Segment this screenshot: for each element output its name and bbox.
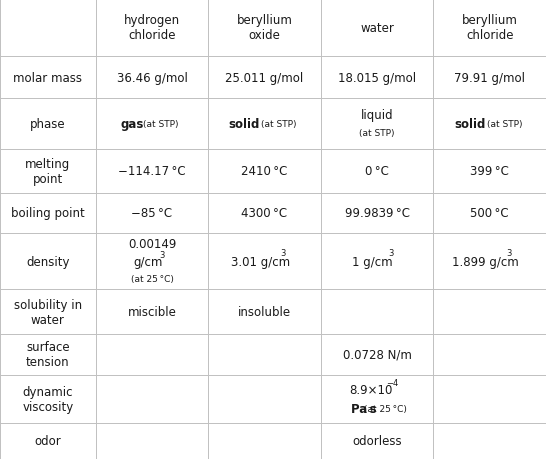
Text: beryllium
chloride: beryllium chloride [462, 14, 518, 42]
Text: (at STP): (at STP) [359, 129, 395, 138]
Text: insoluble: insoluble [238, 305, 291, 319]
Text: solid: solid [0, 458, 1, 459]
Text: 399 °C: 399 °C [470, 165, 509, 178]
Text: liquid: liquid [361, 109, 394, 122]
Text: 3.01 g/cm: 3.01 g/cm [230, 255, 290, 268]
Text: 36.46 g/mol: 36.46 g/mol [116, 72, 187, 84]
Text: density: density [26, 255, 69, 268]
Text: 3: 3 [507, 248, 512, 257]
Text: 99.9839 °C: 99.9839 °C [345, 207, 410, 220]
Text: miscible: miscible [128, 305, 176, 319]
Text: −85 °C: −85 °C [132, 207, 173, 220]
Text: 3: 3 [280, 248, 286, 257]
Text: beryllium
oxide: beryllium oxide [236, 14, 293, 42]
Text: 500 °C: 500 °C [471, 207, 509, 220]
Text: (at 25 °C): (at 25 °C) [130, 274, 174, 283]
Text: (at STP): (at STP) [144, 120, 179, 129]
Text: 25.011 g/mol: 25.011 g/mol [225, 72, 304, 84]
Text: solubility in
water: solubility in water [14, 298, 82, 326]
Text: g/cm: g/cm [134, 255, 163, 268]
Text: 18.015 g/mol: 18.015 g/mol [338, 72, 416, 84]
Text: 1 g/cm: 1 g/cm [352, 255, 393, 268]
Text: 4300 °C: 4300 °C [241, 207, 288, 220]
Text: 1.899 g/cm: 1.899 g/cm [452, 255, 519, 268]
Text: odor: odor [34, 435, 61, 448]
Text: 0 °C: 0 °C [365, 165, 389, 178]
Text: 8.9×10: 8.9×10 [349, 383, 392, 396]
Text: gas: gas [120, 118, 144, 131]
Text: 2410 °C: 2410 °C [241, 165, 288, 178]
Text: dynamic
viscosity: dynamic viscosity [22, 385, 74, 413]
Text: boiling point: boiling point [11, 207, 85, 220]
Text: surface
tension: surface tension [26, 341, 70, 369]
Text: 0.0728 N/m: 0.0728 N/m [343, 348, 412, 361]
Text: melting
point: melting point [25, 157, 70, 185]
Text: Pa s: Pa s [351, 402, 376, 415]
Text: −4: −4 [386, 378, 398, 387]
Text: 79.91 g/mol: 79.91 g/mol [454, 72, 525, 84]
Text: water: water [360, 22, 394, 35]
Text: (at STP): (at STP) [262, 120, 297, 129]
Text: −114.17 °C: −114.17 °C [118, 165, 186, 178]
Text: 0.00149: 0.00149 [128, 238, 176, 251]
Text: (at 25 °C): (at 25 °C) [364, 404, 407, 413]
Text: solid: solid [229, 118, 260, 131]
Text: odorless: odorless [352, 435, 402, 448]
Text: gas: gas [0, 458, 1, 459]
Text: phase: phase [30, 118, 66, 131]
Text: (at STP): (at STP) [486, 120, 522, 129]
Text: 3: 3 [388, 248, 394, 257]
Text: molar mass: molar mass [13, 72, 82, 84]
Text: hydrogen
chloride: hydrogen chloride [124, 14, 180, 42]
Text: solid: solid [454, 118, 485, 131]
Text: 3: 3 [159, 250, 165, 259]
Text: solid: solid [0, 458, 1, 459]
